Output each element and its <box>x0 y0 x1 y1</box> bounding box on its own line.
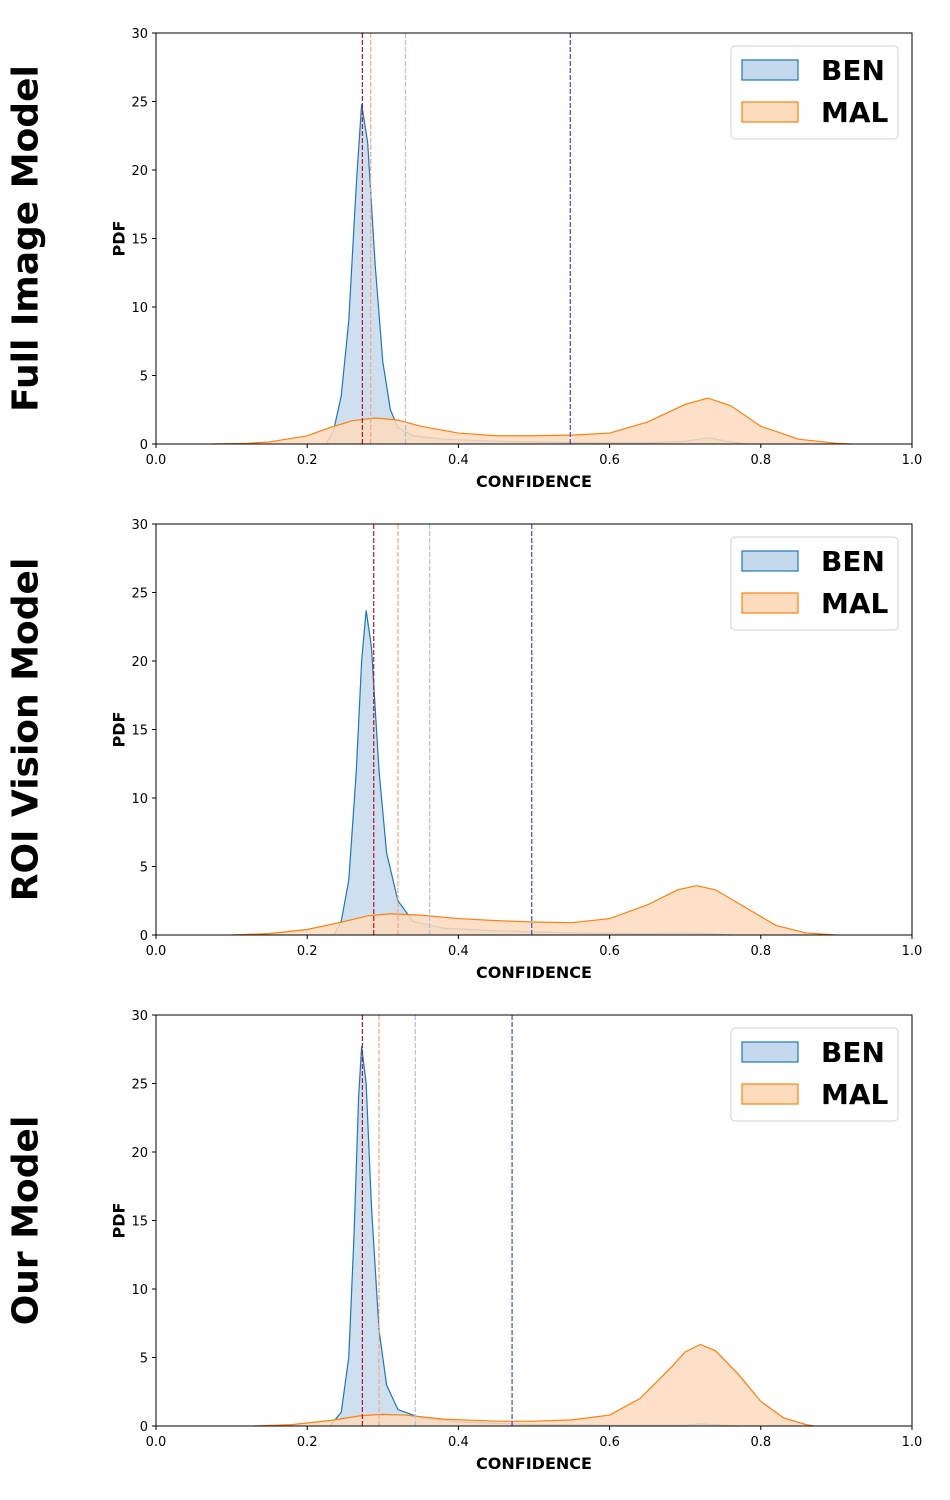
chart-panel-1: Full Image Model 0.0 0.2 0.4 0.6 0.8 1.0 0 5 10 15… <box>6 27 923 491</box>
legend-swatch-mal <box>741 101 799 123</box>
series-line-ben <box>325 104 746 445</box>
x-tick-label: 0.4 <box>448 1435 469 1450</box>
chart-panel-2: ROI Vision Model 0.0 0.2 0.4 0.6 0.8 1.0 0 5 10 15… <box>6 518 923 982</box>
series-line-mal <box>231 885 837 936</box>
y-axis-label: PDF <box>110 221 129 257</box>
x-tick-label: 1.0 <box>902 944 923 959</box>
row-label: Our Model <box>6 1116 47 1326</box>
x-tick-label: 0.0 <box>146 1435 167 1450</box>
y-tick-label: 30 <box>131 27 148 42</box>
x-tick-label: 0.4 <box>448 944 469 959</box>
series-area-mal <box>212 398 852 444</box>
legend-label-mal: MAL <box>821 96 889 129</box>
y-tick-label: 10 <box>131 301 148 316</box>
y-tick-label: 10 <box>131 792 148 807</box>
y-tick-label: 15 <box>131 233 148 248</box>
x-axis-label: CONFIDENCE <box>476 963 592 982</box>
x-tick-label: 0.4 <box>448 453 469 468</box>
y-tick-label: 5 <box>140 861 148 876</box>
y-tick-label: 25 <box>131 96 148 111</box>
series-line-mal <box>212 397 852 445</box>
x-tick-label: 0.6 <box>599 453 620 468</box>
y-tick-label: 5 <box>140 370 148 385</box>
y-tick-label: 20 <box>131 164 148 179</box>
x-axis-label: CONFIDENCE <box>476 1454 592 1473</box>
legend-label-ben: BEN <box>821 54 885 87</box>
y-tick-label: 0 <box>140 438 148 453</box>
x-tick-label: 0.2 <box>297 944 318 959</box>
y-axis-label: PDF <box>110 712 129 748</box>
legend: BEN MAL <box>730 536 899 631</box>
series-line-mal <box>254 1343 814 1427</box>
x-tick-label: 1.0 <box>902 453 923 468</box>
series-area-ben <box>326 104 746 445</box>
legend-swatch-mal <box>741 592 799 614</box>
legend-label-mal: MAL <box>821 1078 889 1111</box>
x-tick-label: 0.6 <box>599 1435 620 1450</box>
row-label: Full Image Model <box>6 65 47 412</box>
chart-panel-3: Our Model 0.0 0.2 0.4 0.6 0.8 1.0 0 5 10 15 20 25 30 C… <box>6 1009 923 1473</box>
y-tick-label: 30 <box>131 518 148 533</box>
y-tick-label: 30 <box>131 1009 148 1024</box>
x-tick-label: 0.2 <box>297 1435 318 1450</box>
legend-swatch-mal <box>741 1083 799 1105</box>
x-tick-label: 0.0 <box>146 944 167 959</box>
x-tick-label: 0.2 <box>297 453 318 468</box>
legend-label-ben: BEN <box>821 1036 885 1069</box>
series-area-mal <box>231 885 837 935</box>
legend: BEN MAL <box>730 1027 899 1122</box>
y-tick-label: 20 <box>131 655 148 670</box>
legend-swatch-ben <box>741 59 799 81</box>
x-tick-label: 0.6 <box>599 944 620 959</box>
series-area-ben <box>329 1046 739 1426</box>
row-label: ROI Vision Model <box>6 558 47 902</box>
legend-swatch-ben <box>741 1041 799 1063</box>
y-tick-label: 0 <box>140 1420 148 1435</box>
y-tick-label: 25 <box>131 1078 148 1093</box>
x-axis-label: CONFIDENCE <box>476 472 592 491</box>
x-tick-label: 0.8 <box>750 453 771 468</box>
y-tick-label: 5 <box>140 1352 148 1367</box>
y-tick-label: 10 <box>131 1283 148 1298</box>
y-tick-label: 0 <box>140 929 148 944</box>
y-tick-label: 15 <box>131 724 148 739</box>
legend-label-ben: BEN <box>821 545 885 578</box>
y-tick-label: 15 <box>131 1215 148 1230</box>
legend-swatch-ben <box>741 550 799 572</box>
x-tick-label: 1.0 <box>902 1435 923 1450</box>
x-tick-label: 0.8 <box>750 1435 771 1450</box>
legend: BEN MAL <box>730 45 899 140</box>
legend-label-mal: MAL <box>821 587 889 620</box>
x-tick-label: 0.0 <box>146 453 167 468</box>
series-area-mal <box>254 1344 814 1426</box>
y-tick-label: 20 <box>131 1146 148 1161</box>
y-tick-label: 25 <box>131 587 148 602</box>
y-axis-label: PDF <box>110 1203 129 1239</box>
x-tick-label: 0.8 <box>750 944 771 959</box>
